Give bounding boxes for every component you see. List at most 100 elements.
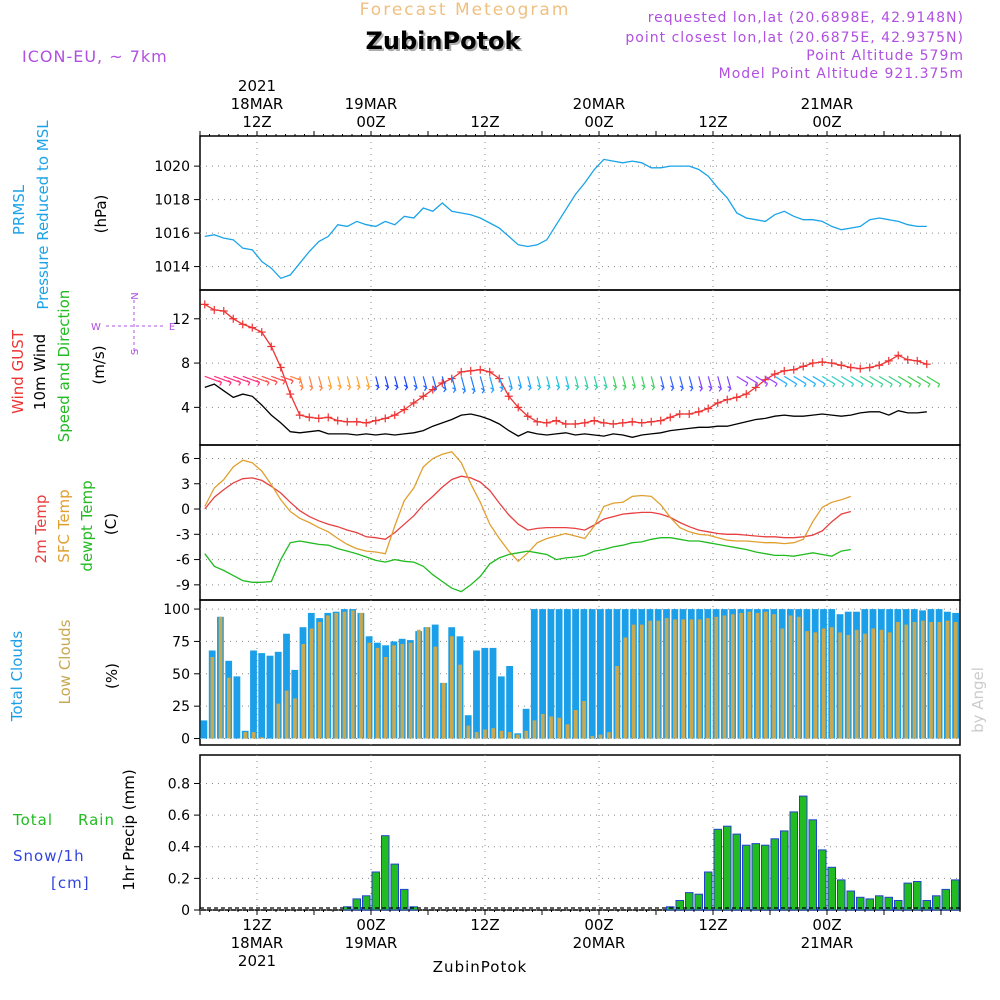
total-cloud-bar	[200, 720, 208, 739]
wind-arrow	[356, 376, 361, 391]
precip-bar	[371, 871, 380, 911]
wind-arrow	[650, 376, 656, 391]
wind-arrow	[365, 376, 371, 391]
y-tick-label: 75	[172, 634, 190, 650]
gust-marker	[419, 392, 428, 401]
gust-marker	[713, 398, 722, 407]
low-cloud-bar	[722, 615, 727, 739]
low-cloud-bar	[780, 628, 785, 739]
low-cloud-bar	[383, 657, 388, 739]
low-cloud-bar	[714, 616, 719, 739]
low-cloud-bar	[441, 682, 446, 739]
precip-bar	[381, 835, 390, 911]
wind-arrow	[612, 376, 618, 391]
total-cloud-bar	[489, 647, 497, 739]
wind-arrow	[907, 375, 922, 388]
gust-marker	[732, 393, 741, 402]
bottom-axis-label: 19MAR	[345, 934, 398, 952]
low-cloud-bar	[334, 612, 339, 739]
wind-arrow	[565, 376, 570, 391]
low-cloud-bar	[904, 624, 909, 739]
gust-label: Wind GUST	[9, 329, 27, 414]
total-cloud-bar	[497, 676, 505, 739]
wind-arrow	[574, 376, 580, 391]
gust-marker	[533, 417, 542, 426]
low-cloud-bar	[697, 619, 702, 739]
low-cloud-bar	[681, 619, 685, 739]
low-cloud-bar	[590, 735, 595, 739]
y-tick-label: 12	[172, 312, 190, 328]
bottom-axis-label: 2021	[238, 952, 276, 970]
gust-marker	[685, 410, 694, 418]
low-cloud-bar	[797, 616, 801, 739]
low-cloud-bar	[491, 728, 495, 739]
low-cloud-bar	[863, 633, 867, 739]
low-cloud-bar	[408, 642, 413, 739]
wind-arrow	[593, 376, 599, 391]
wind-arrow	[926, 375, 941, 388]
temp2m-line	[204, 475, 851, 540]
wind-arrow	[869, 375, 884, 388]
precip-bar	[723, 825, 732, 911]
precip-bar	[352, 898, 361, 911]
wind-arrow	[489, 376, 495, 393]
precip-bar	[932, 895, 941, 911]
location-title-front: ZubinPotok	[366, 27, 522, 55]
low-cloud-bar	[284, 690, 289, 739]
precip-bar	[951, 879, 960, 911]
gust-marker	[248, 323, 257, 332]
precip-bar	[894, 900, 903, 911]
wind-arrow	[802, 375, 817, 388]
low-cloud-bar	[557, 717, 562, 739]
low-cloud-bar	[417, 629, 421, 739]
low-cloud-bar	[763, 611, 768, 739]
top-axis-label: 2021	[238, 77, 276, 95]
precip-bar	[941, 888, 950, 911]
wind-arrow	[527, 376, 532, 391]
total-cloud-bar	[522, 708, 530, 739]
wind-arrow	[774, 375, 788, 388]
wind-arrow	[840, 375, 855, 388]
low-cloud-bar	[623, 637, 628, 739]
total-cloud-bar	[250, 650, 257, 739]
precip-bar	[390, 863, 399, 911]
wind-arrow	[745, 375, 759, 387]
low-cloud-bar	[920, 620, 925, 739]
low-cloud-bar	[450, 636, 454, 739]
wind-arrow	[793, 375, 807, 388]
y-tick-label: -3	[176, 527, 190, 543]
total-cloud-bar	[473, 650, 480, 739]
top-axis-label: 12Z	[242, 113, 271, 131]
total-cloud-bar	[547, 609, 555, 739]
wind-arrow	[242, 375, 261, 386]
gust-marker	[884, 356, 893, 365]
gust-marker	[362, 418, 371, 427]
wind-arrow	[223, 375, 242, 386]
wind-arrow	[622, 376, 627, 391]
dewpt-label: dewpt Temp	[78, 480, 96, 571]
wind-arrow	[707, 376, 713, 392]
gust-marker	[894, 351, 903, 360]
wind-arrow	[252, 375, 270, 386]
low-cloud-bar	[772, 614, 776, 739]
low-cloud-bar	[821, 628, 826, 739]
wind-arrow	[631, 376, 637, 390]
precip-bar	[362, 895, 371, 911]
wind-arrow	[413, 376, 418, 391]
y-tick-label: -9	[176, 578, 190, 594]
gust-marker	[780, 366, 789, 375]
wind-arrow	[318, 376, 323, 392]
gust-marker	[742, 390, 751, 399]
compass-e: E	[169, 322, 175, 333]
wind-arrow	[641, 376, 646, 391]
gust-marker	[875, 361, 884, 370]
total-cloud-bar	[283, 633, 290, 739]
wind-arrow	[403, 376, 409, 391]
gust-marker	[343, 417, 352, 426]
low-cloud-bar	[788, 615, 793, 739]
gust-marker	[647, 417, 656, 426]
total-cloud-bar	[597, 609, 604, 739]
total-cloud-bar	[564, 609, 571, 739]
gust-marker	[723, 395, 732, 404]
